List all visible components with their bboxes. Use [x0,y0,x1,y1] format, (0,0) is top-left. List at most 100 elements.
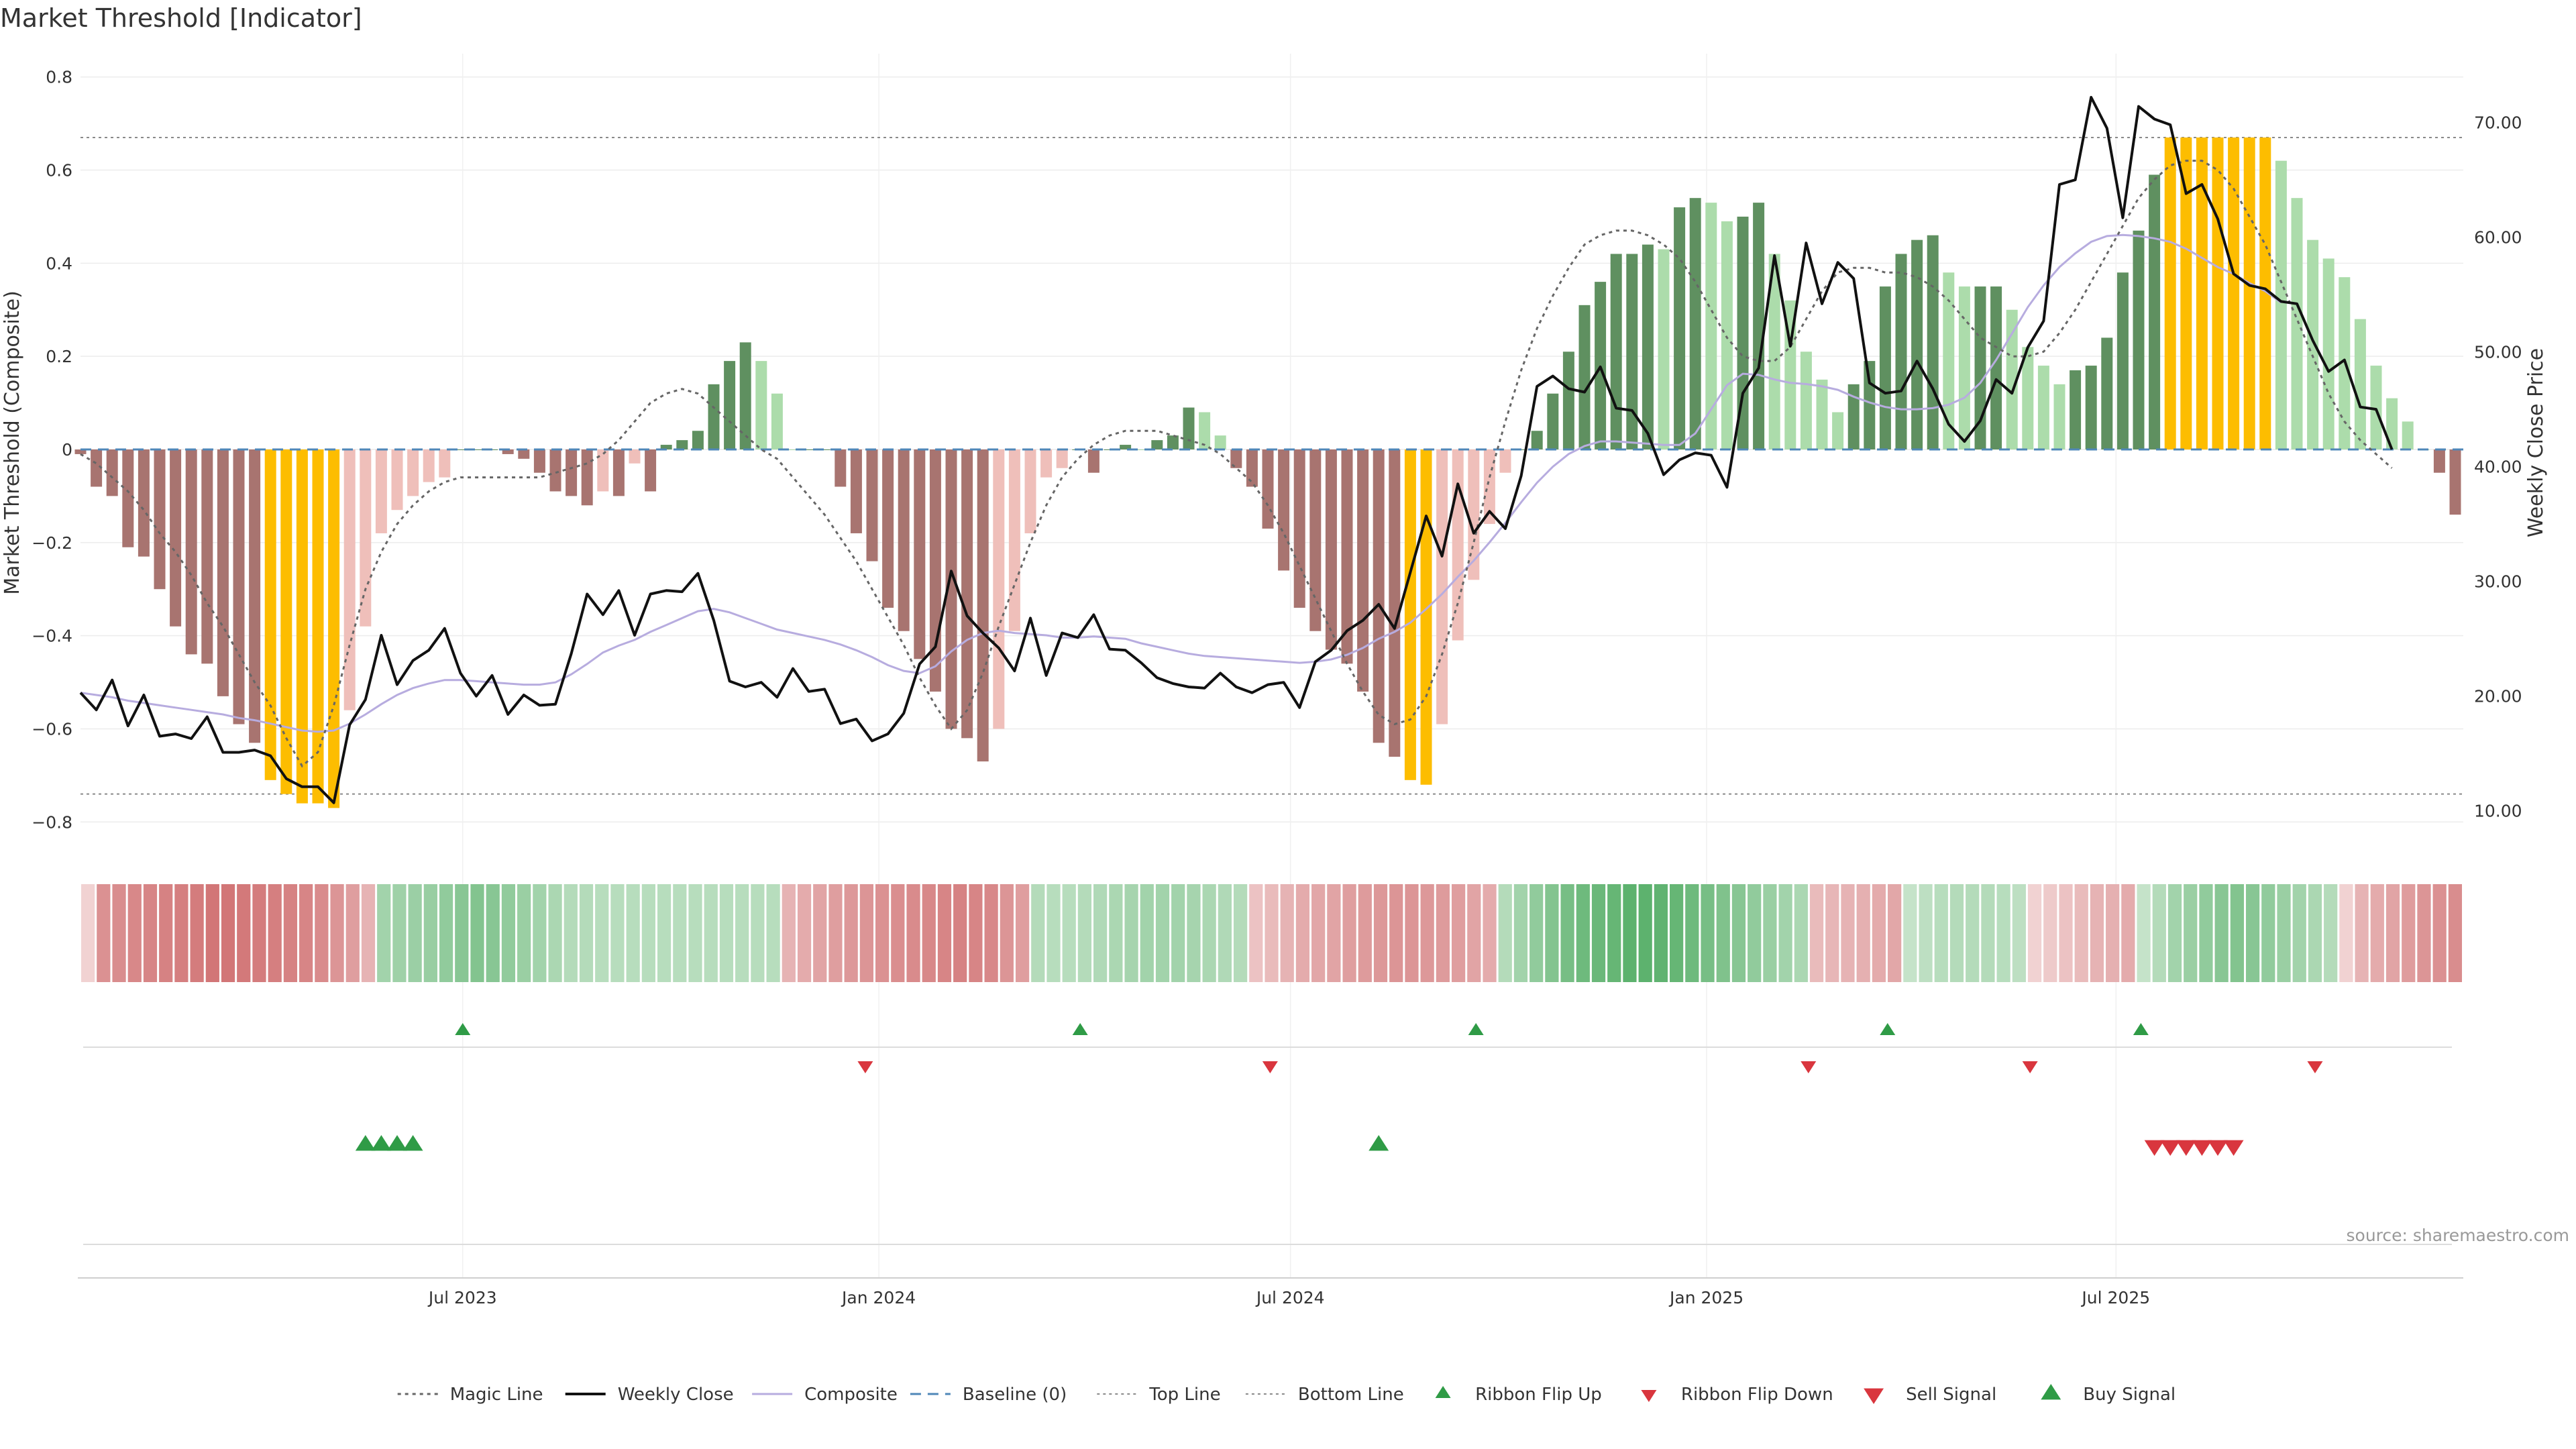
ribbon-cell [2137,884,2151,982]
ribbon-cell [2261,884,2275,982]
ribbon-cell [2230,884,2244,982]
composite-bar [1404,449,1416,780]
ribbon-cell [1373,884,1388,982]
ribbon-cell [1981,884,1995,982]
composite-bar [2259,137,2271,450]
composite-bar [2275,160,2287,449]
ribbon-cell [1934,884,1948,982]
composite-bar [1864,361,1876,449]
ribbon-cell [361,884,376,982]
composite-bar [1373,449,1385,743]
ribbon-cell [735,884,749,982]
composite-bar [1135,449,1147,450]
legend-item: Magic Line [397,1385,543,1405]
ribbon-cell [2184,884,2198,982]
ribbon-cell [937,884,952,982]
ribbon-cell [345,884,360,982]
ribbon-cell [751,884,765,982]
ribbon-cell [704,884,718,982]
y-right-tick-label: 70.00 [2474,113,2522,133]
ribbon-cell [984,884,998,982]
composite-bar [1674,207,1686,449]
ribbon-cell [1919,884,1933,982]
composite-bar [1626,254,1638,449]
ribbon-cell [1685,884,1699,982]
composite-bar [2402,421,2414,449]
composite-bar [2433,449,2445,473]
composite-bar [739,342,751,449]
ribbon-cell [2308,884,2322,982]
composite-bar [2116,272,2129,449]
y-axis-left: 0.8 0.6 0.4 0.2 0 −0.2 −0.4 −0.6 −0.8 [32,68,72,833]
composite-bar [2449,449,2461,515]
composite-bar [2133,230,2145,449]
composite-bar [533,449,545,473]
ribbon-cell [205,884,219,982]
composite-bar [2386,398,2398,449]
ribbon-cell [579,884,594,982]
composite-bar [1040,449,1053,478]
ribbon-cell [2417,884,2431,982]
composite-bar [74,449,87,454]
ribbon-cell [1389,884,1403,982]
composite-bar [549,449,561,492]
ribbon-cell [1171,884,1185,982]
ribbon-cell [2152,884,2166,982]
ribbon-cell [1000,884,1014,982]
composite-bar [1927,235,1939,449]
legend-item: Weekly Close [565,1385,734,1405]
sell-signal-marker [2192,1140,2212,1156]
composite-bar [945,449,957,729]
composite-bar [217,449,229,696]
composite-bar [629,449,641,464]
composite-bar [882,449,894,608]
composite-bar [692,431,704,449]
ribbon-cell [1529,884,1544,982]
ribbon-cell [1498,884,1512,982]
composite-bar [1056,449,1068,468]
ribbon-cell [906,884,920,982]
sell-signal-marker [2223,1140,2244,1156]
ribbon-cell [1140,884,1154,982]
ribbon-cell [1825,884,1839,982]
ribbon-cell [423,884,437,982]
ribbon-cell [1888,884,1902,982]
composite-bar [1183,407,1195,449]
ribbon-cell [626,884,640,982]
composite-bar [1325,449,1337,650]
y-left-tick-label: 0.4 [46,254,72,273]
ribbon-cell [1748,884,1762,982]
ribbon-cell [1591,884,1606,982]
ribbon-flip-up-marker [1880,1023,1896,1035]
composite-bar [1658,249,1670,449]
legend-item: Baseline (0) [910,1385,1067,1405]
ribbon-cell [252,884,266,982]
y-axis-left-title: Market Threshold (Composite) [1,290,24,595]
ribbon-cell [1560,884,1574,982]
ribbon-cell [455,884,469,982]
composite-bar [1357,449,1369,692]
composite-bar [835,449,847,487]
ribbon-cell [969,884,983,982]
y-axis-right-title: Weekly Close Price [2524,348,2548,537]
composite-bar [439,449,451,478]
composite-bar [660,445,672,449]
composite-bar [233,449,245,724]
composite-bar [1847,384,1860,449]
ribbon-cell [1124,884,1138,982]
ribbon-cell [1670,884,1684,982]
ribbon-cell [470,884,484,982]
ribbon-cell [330,884,344,982]
legend-label: Ribbon Flip Down [1681,1385,1833,1405]
composite-bars [74,137,2461,808]
ribbon-cell [2167,884,2182,982]
legend-label: Magic Line [450,1385,543,1405]
ribbon-cell [1295,884,1310,982]
buy-signal-marker [355,1135,376,1151]
ribbon-cell [1451,884,1466,982]
ribbon-cell [1576,884,1590,982]
legend-label: Top Line [1148,1385,1220,1405]
ribbon-cell [2402,884,2416,982]
ribbon-cell [1046,884,1061,982]
